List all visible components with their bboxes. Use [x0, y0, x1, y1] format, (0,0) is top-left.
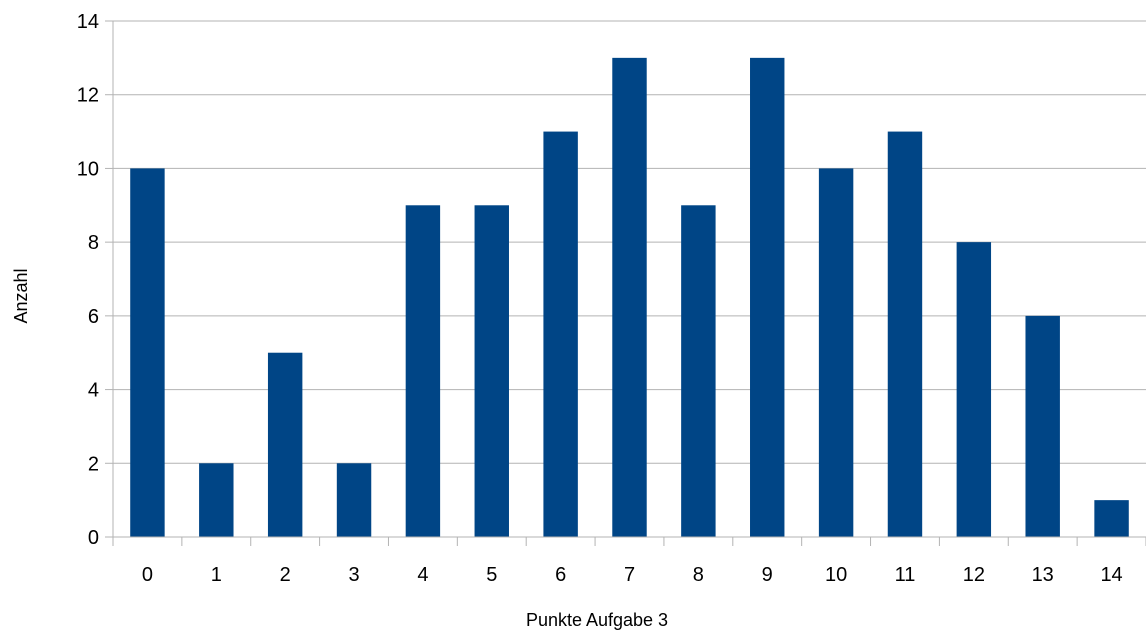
bar-9	[750, 57, 785, 537]
bar-0	[130, 168, 165, 537]
bars	[130, 57, 1129, 538]
x-tick-label: 9	[762, 564, 773, 586]
y-tick-label: 4	[88, 380, 99, 402]
x-tick-label: 12	[963, 564, 985, 586]
bar-8	[681, 205, 716, 538]
bar-5	[474, 205, 509, 538]
y-tick-label: 8	[88, 232, 99, 254]
y-tick-label: 2	[88, 453, 99, 475]
x-tick-label: 0	[142, 564, 153, 586]
bar-14	[1094, 500, 1129, 537]
y-tick-label: 14	[77, 11, 99, 33]
y-tick-label: 10	[77, 158, 99, 180]
y-tick-labels: 0 2 4 6 8 10 12 14	[77, 11, 99, 549]
x-tick-label: 5	[486, 564, 497, 586]
x-tick-label: 1	[211, 564, 222, 586]
bar-7	[612, 57, 647, 537]
bar-11	[887, 131, 923, 538]
x-tick-label: 4	[417, 564, 428, 586]
x-tick-label: 2	[280, 564, 291, 586]
x-tick-label: 8	[693, 564, 704, 586]
x-tick-label: 13	[1032, 564, 1054, 586]
bar-10	[818, 168, 854, 537]
x-tick-label: 3	[348, 564, 359, 586]
y-tick-label: 12	[77, 85, 99, 107]
bar-4	[405, 205, 441, 538]
bar-13	[1025, 315, 1060, 537]
bar-1	[199, 463, 234, 537]
axes	[105, 20, 1146, 546]
bar-6	[543, 131, 578, 538]
x-tick-label: 6	[555, 564, 566, 586]
y-axis-title: Anzahl	[11, 268, 31, 323]
x-tick-label: 10	[825, 564, 847, 586]
x-tick-label: 7	[624, 564, 635, 586]
bar-2	[267, 352, 303, 537]
bar-3	[336, 463, 372, 537]
y-tick-label: 6	[88, 306, 99, 328]
bar-12	[956, 242, 992, 537]
x-axis-title: Punkte Aufgabe 3	[526, 610, 668, 630]
x-tick-labels: 0 1 2 3 4 5 6 7 8 9 10 11 12 13 14	[142, 564, 1123, 586]
x-tick-label: 11	[895, 564, 916, 586]
x-tick-label: 14	[1100, 564, 1122, 586]
y-tick-label: 0	[88, 527, 99, 549]
